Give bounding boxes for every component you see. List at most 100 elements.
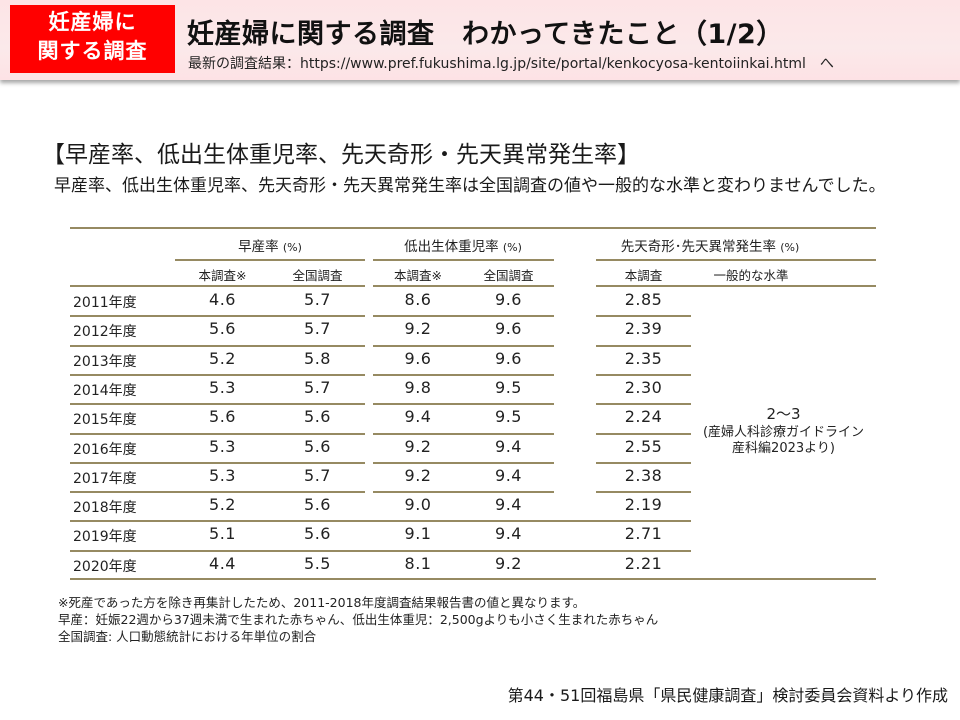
cell-anomaly-survey: 2.39 xyxy=(624,319,663,339)
section-description: 早産率、低出生体重児率、先天奇形・先天異常発生率は全国調査の値や一般的な水準と変… xyxy=(54,176,886,196)
row-year-label: 2013年度 xyxy=(73,353,137,370)
table-top-rule xyxy=(70,227,876,229)
cell-preterm-national: 5.6 xyxy=(304,495,331,515)
row-year-label: 2014年度 xyxy=(73,382,137,399)
cell-lbw-national: 9.4 xyxy=(495,436,522,456)
slide-header: 妊産婦に 関する調査 妊産婦に関する調査 わかってきたこと（1/2） 最新の調査… xyxy=(0,0,960,80)
cell-preterm-national: 5.8 xyxy=(304,348,331,368)
row-rule xyxy=(373,491,554,493)
cell-lbw-survey: 9.2 xyxy=(404,465,432,485)
footnote-2: 早産：妊娠22週から37週未満で生まれた赤ちゃん、低出生体重児：2,500gより… xyxy=(58,612,659,627)
cell-lbw-national: 9.2 xyxy=(495,553,522,573)
footnote-1: ※死産であった方を除き再集計したため、2011-2018年度調査結果報告書の値と… xyxy=(58,595,586,610)
subheader-anomaly-survey: 本調査 xyxy=(624,268,663,283)
row-year-label: 2018年度 xyxy=(73,500,137,517)
cell-lbw-national: 9.5 xyxy=(495,377,522,397)
group-header-rule xyxy=(596,259,876,261)
cell-lbw-survey: 8.6 xyxy=(404,290,432,309)
cell-lbw-survey: 9.0 xyxy=(404,495,432,515)
row-rule xyxy=(70,520,691,522)
cell-anomaly-survey: 2.24 xyxy=(624,407,663,427)
row-rule xyxy=(373,345,554,347)
group-header-preterm: 早産率 (%) xyxy=(238,239,302,255)
row-rule xyxy=(596,462,691,464)
row-rule xyxy=(70,462,365,464)
cell-preterm-survey: 5.2 xyxy=(209,495,236,515)
cell-anomaly-survey: 2.30 xyxy=(624,377,663,397)
row-rule xyxy=(70,491,365,493)
subheader-rule xyxy=(70,285,365,287)
row-rule xyxy=(596,374,691,376)
general-level-value: 2～3 xyxy=(766,405,801,423)
subheader-lbw-survey: 本調査※ xyxy=(394,268,442,283)
row-rule xyxy=(70,433,365,435)
row-rule xyxy=(70,315,365,317)
general-level-source-1: (産婦人科診療ガイドライン xyxy=(702,425,865,440)
cell-lbw-national: 9.6 xyxy=(495,348,522,368)
cell-preterm-survey: 4.4 xyxy=(209,553,236,573)
cell-anomaly-survey: 2.19 xyxy=(624,495,663,515)
badge-line-2: 関する調査 xyxy=(37,39,148,63)
row-year-label: 2016年度 xyxy=(73,441,137,458)
cell-preterm-national: 5.7 xyxy=(304,319,331,339)
subheader-preterm-national: 全国調査 xyxy=(292,268,343,283)
cell-preterm-survey: 5.6 xyxy=(209,319,236,339)
cell-lbw-national: 9.6 xyxy=(495,319,522,339)
row-year-label: 2020年度 xyxy=(73,558,137,575)
row-rule xyxy=(596,491,691,493)
cell-preterm-survey: 4.6 xyxy=(209,290,236,309)
cell-preterm-national: 5.7 xyxy=(304,290,331,309)
cell-lbw-survey: 9.1 xyxy=(404,524,432,544)
row-rule xyxy=(373,374,554,376)
cell-lbw-national: 9.5 xyxy=(495,407,522,427)
row-rule xyxy=(596,403,691,405)
cell-preterm-survey: 5.3 xyxy=(209,436,236,456)
general-level-source-2: 産科編2023より) xyxy=(732,441,835,456)
subheader-rule xyxy=(596,285,876,287)
cell-lbw-survey: 9.2 xyxy=(404,436,432,456)
row-rule xyxy=(373,403,554,405)
cell-preterm-survey: 5.2 xyxy=(209,348,236,368)
cell-preterm-national: 5.5 xyxy=(304,553,331,573)
cell-anomaly-survey: 2.35 xyxy=(624,348,663,368)
cell-preterm-national: 5.7 xyxy=(304,377,331,397)
cell-lbw-national: 9.6 xyxy=(495,290,522,309)
cell-lbw-national: 9.4 xyxy=(495,465,522,485)
cell-lbw-survey: 9.8 xyxy=(404,377,432,397)
cell-preterm-survey: 5.1 xyxy=(209,524,236,544)
footnote-3: 全国調査: 人口動態統計における年単位の割合 xyxy=(58,629,317,644)
cell-anomaly-survey: 2.85 xyxy=(624,290,663,309)
table-bottom-rule xyxy=(70,578,876,580)
general-level-cell: 2～3 (産婦人科診療ガイドライン 産科編2023より) xyxy=(691,403,876,457)
category-badge: 妊産婦に 関する調査 xyxy=(10,5,175,73)
row-rule xyxy=(70,403,365,405)
cell-preterm-survey: 5.3 xyxy=(209,377,236,397)
row-rule xyxy=(373,433,554,435)
source-credit: 第44・51回福島県「県民健康調査」検討委員会資料より作成 xyxy=(507,686,948,705)
badge-line-1: 妊産婦に xyxy=(48,10,137,34)
subheader-preterm-survey: 本調査※ xyxy=(198,268,247,283)
cell-preterm-national: 5.6 xyxy=(304,436,331,456)
cell-preterm-survey: 5.6 xyxy=(209,407,236,427)
cell-lbw-survey: 8.1 xyxy=(404,553,432,573)
group-header-congenital-anomaly: 先天奇形･先天異常発生率 (%) xyxy=(620,239,800,255)
row-rule xyxy=(70,374,365,376)
subheader-lbw-national: 全国調査 xyxy=(483,268,534,283)
cell-preterm-national: 5.7 xyxy=(304,465,331,485)
cell-lbw-national: 9.4 xyxy=(495,495,522,515)
cell-preterm-national: 5.6 xyxy=(304,524,331,544)
cell-lbw-national: 9.4 xyxy=(495,524,522,544)
row-rule xyxy=(596,433,691,435)
row-rule xyxy=(70,345,365,347)
row-rule xyxy=(373,462,554,464)
cell-anomaly-survey: 2.38 xyxy=(624,465,663,485)
row-year-label: 2015年度 xyxy=(73,412,137,429)
results-link[interactable]: 最新の調査結果：https://www.pref.fukushima.lg.jp… xyxy=(188,56,834,72)
cell-anomaly-survey: 2.71 xyxy=(624,524,663,544)
row-year-label: 2012年度 xyxy=(73,324,137,341)
cell-lbw-survey: 9.6 xyxy=(404,348,432,368)
group-header-rule xyxy=(175,259,365,261)
row-year-label: 2019年度 xyxy=(73,529,137,546)
cell-preterm-national: 5.6 xyxy=(304,407,331,427)
cell-anomaly-survey: 2.55 xyxy=(624,436,663,456)
